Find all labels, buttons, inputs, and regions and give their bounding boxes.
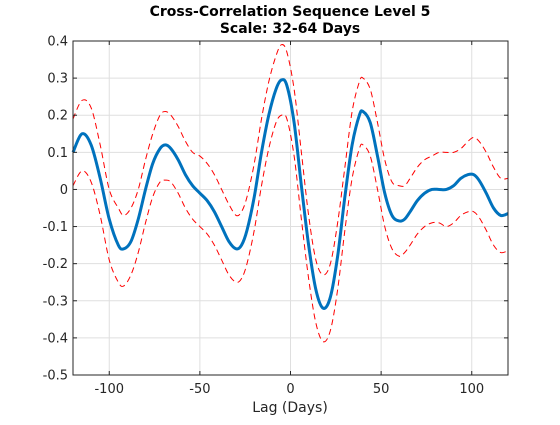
y-tick-label: 0 xyxy=(60,183,68,198)
upper-bound-line xyxy=(72,44,509,276)
x-tick-label: 100 xyxy=(459,382,484,397)
y-tick-label: 0.4 xyxy=(47,35,68,50)
y-tick-label: -0.2 xyxy=(43,257,68,272)
y-tick-label: -0.4 xyxy=(43,331,68,346)
lower-bound-line xyxy=(72,113,509,343)
y-tick-label: -0.5 xyxy=(43,369,68,384)
cross-correlation-line xyxy=(71,78,509,310)
y-tick-label: -0.3 xyxy=(43,294,68,309)
grid-layer xyxy=(73,40,508,376)
chart-title: Cross-Correlation Sequence Level 5 xyxy=(150,4,431,20)
y-tick-label: -0.1 xyxy=(43,220,68,235)
x-tick-label: -50 xyxy=(189,382,210,397)
chart-subtitle: Scale: 32-64 Days xyxy=(220,21,360,37)
series-layer xyxy=(71,44,509,343)
x-tick-label: 50 xyxy=(373,382,390,397)
tick-layer xyxy=(73,40,508,376)
x-axis-label: Lag (Days) xyxy=(252,400,328,416)
y-tick-label: 0.1 xyxy=(47,146,68,161)
y-tick-label: 0.3 xyxy=(47,72,68,87)
tick-label-layer: -100 -50 0 50 100 -0.5 -0.4 -0.3 -0.2 -0.1 0 0.1 0.2… xyxy=(43,35,485,398)
y-tick-label: 0.2 xyxy=(47,109,68,124)
x-tick-label: 0 xyxy=(286,382,294,397)
x-tick-label: -100 xyxy=(94,382,124,397)
